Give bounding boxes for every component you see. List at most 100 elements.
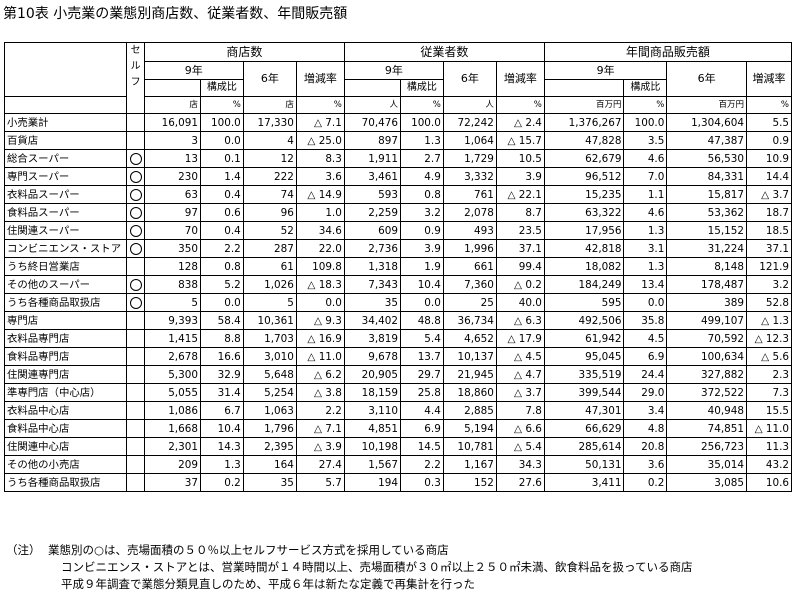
value-cell: 1.3 bbox=[623, 257, 668, 276]
value-cell: 0.0 bbox=[399, 293, 444, 312]
value-cell: 1,086 bbox=[143, 401, 201, 420]
value-cell: 12 bbox=[242, 149, 297, 168]
value-cell: 63 bbox=[143, 185, 201, 204]
self-service-mark-icon bbox=[129, 278, 142, 291]
value-cell: 18.7 bbox=[745, 203, 793, 222]
value-cell: 27.4 bbox=[295, 455, 345, 474]
value-cell: 9,393 bbox=[143, 311, 201, 330]
value-cell: 152 bbox=[442, 473, 497, 492]
value-cell: △ 22.1 bbox=[495, 185, 545, 204]
value-cell: 13.7 bbox=[399, 347, 444, 366]
table-row: うち終日営業店 128 0.8 61 109.8 1,318 1.9 661 99.4 18,08… bbox=[3, 257, 793, 276]
value-cell: 0.8 bbox=[399, 185, 444, 204]
value-cell: 222 bbox=[242, 167, 297, 186]
value-cell: 35.8 bbox=[623, 311, 668, 330]
self-service-cell bbox=[126, 293, 145, 312]
table-row: 準専門店（中心店） 5,055 31.4 5,254 △ 3.8 18,159 25.8 18… bbox=[3, 383, 793, 402]
value-cell: 7.8 bbox=[495, 401, 545, 420]
value-cell: 1,376,267 bbox=[543, 113, 625, 132]
value-cell: 593 bbox=[343, 185, 401, 204]
year9-header-sales: 9年 bbox=[543, 61, 668, 80]
notes-label: （注） bbox=[6, 543, 41, 557]
value-cell: 27.6 bbox=[495, 473, 545, 492]
value-cell: △ 25.0 bbox=[295, 131, 345, 150]
value-cell: △ 2.4 bbox=[495, 113, 545, 132]
value-cell: 1,304,604 bbox=[666, 113, 747, 132]
value-cell: 7.0 bbox=[623, 167, 668, 186]
category-label: 食料品専門店 bbox=[3, 347, 128, 366]
value-cell: △ 4.5 bbox=[495, 347, 545, 366]
self-service-cell bbox=[126, 419, 145, 438]
value-cell: 3 bbox=[143, 131, 201, 150]
notes: （注） 業態別の○は、売場面積の５０％以上セルフサービス方式を採用している商店 コ… bbox=[6, 542, 692, 593]
unit-cell: % bbox=[295, 96, 345, 114]
table-row: 衣料品専門店 1,415 8.8 1,703 △ 16.9 3,819 5.4 4,652 △ … bbox=[3, 329, 793, 348]
value-cell: △ 15.7 bbox=[495, 131, 545, 150]
value-cell: 14.4 bbox=[745, 167, 793, 186]
self-service-mark-icon bbox=[129, 224, 142, 237]
group-header-sales: 年間商品販売額 bbox=[543, 42, 793, 62]
table-row: 小売業計 16,091 100.0 17,330 △ 7.1 70,476 100.0 72,… bbox=[3, 113, 793, 132]
table-row: 専門スーパー 230 1.4 222 3.6 3,461 4.9 3,332 3.9 96,512… bbox=[3, 167, 793, 186]
self-service-cell bbox=[126, 311, 145, 330]
value-cell: 10,137 bbox=[442, 347, 497, 366]
value-cell: △ 14.9 bbox=[295, 185, 345, 204]
unit-cell: % bbox=[623, 96, 668, 114]
value-cell: 56,530 bbox=[666, 149, 747, 168]
value-cell: 96,512 bbox=[543, 167, 625, 186]
value-cell: 8.8 bbox=[199, 329, 244, 348]
value-cell: 17,956 bbox=[543, 221, 625, 240]
note-line-3: 平成９年調査で業態分類見直しのため、平成６年は新たな定義で再集計を行った bbox=[61, 577, 475, 591]
category-label: 住関連専門店 bbox=[3, 365, 128, 384]
value-cell: 1.3 bbox=[199, 455, 244, 474]
value-cell: 1.1 bbox=[623, 185, 668, 204]
value-cell: 399,544 bbox=[543, 383, 625, 402]
value-cell: 10.9 bbox=[745, 149, 793, 168]
self-service-mark-icon bbox=[129, 296, 142, 309]
value-cell: △ 11.0 bbox=[745, 419, 793, 438]
blank-cell bbox=[3, 96, 128, 114]
value-cell: 121.9 bbox=[745, 257, 793, 276]
value-cell: 8,148 bbox=[666, 257, 747, 276]
value-cell: 499,107 bbox=[666, 311, 747, 330]
value-cell: 22.0 bbox=[295, 239, 345, 258]
value-cell: 0.0 bbox=[199, 131, 244, 150]
value-cell: 1.0 bbox=[295, 203, 345, 222]
unit-cell: % bbox=[199, 96, 244, 114]
value-cell: 84,331 bbox=[666, 167, 747, 186]
value-cell: 0.9 bbox=[745, 131, 793, 150]
value-cell: 5,648 bbox=[242, 365, 297, 384]
value-cell: 1,026 bbox=[242, 275, 297, 294]
value-cell: △ 1.3 bbox=[745, 311, 793, 330]
value-cell: △ 18.3 bbox=[295, 275, 345, 294]
value-cell: 35,014 bbox=[666, 455, 747, 474]
value-cell: 3,332 bbox=[442, 167, 497, 186]
value-cell: 40,948 bbox=[666, 401, 747, 420]
value-cell: 15,817 bbox=[666, 185, 747, 204]
unit-cell: 人 bbox=[442, 96, 497, 114]
value-cell: 4.6 bbox=[623, 203, 668, 222]
value-cell: 25 bbox=[442, 293, 497, 312]
value-cell: 10.4 bbox=[199, 419, 244, 438]
value-cell: △ 3.9 bbox=[295, 437, 345, 456]
value-cell: 63,322 bbox=[543, 203, 625, 222]
value-cell: 1,996 bbox=[442, 239, 497, 258]
value-cell: 58.4 bbox=[199, 311, 244, 330]
unit-cell: % bbox=[745, 96, 793, 114]
value-cell: 1,167 bbox=[442, 455, 497, 474]
value-cell: 10.5 bbox=[495, 149, 545, 168]
table-row: 食料品中心店 1,668 10.4 1,796 △ 7.1 4,851 6.9 5,194 △ … bbox=[3, 419, 793, 438]
value-cell: 15,152 bbox=[666, 221, 747, 240]
self-service-mark-icon bbox=[129, 188, 142, 201]
value-cell: △ 3.8 bbox=[295, 383, 345, 402]
group-header-stores: 商店数 bbox=[143, 42, 345, 62]
value-cell: 3.5 bbox=[623, 131, 668, 150]
value-cell: 5,254 bbox=[242, 383, 297, 402]
category-label: 専門店 bbox=[3, 311, 128, 330]
table-row: うち各種商品取扱店 5 0.0 5 0.0 35 0.0 25 40.0 595 0.0 389 52.… bbox=[3, 293, 793, 312]
value-cell: 595 bbox=[543, 293, 625, 312]
value-cell: △ 17.9 bbox=[495, 329, 545, 348]
unit-cell: % bbox=[495, 96, 545, 114]
value-cell: 97 bbox=[143, 203, 201, 222]
value-cell: 4 bbox=[242, 131, 297, 150]
